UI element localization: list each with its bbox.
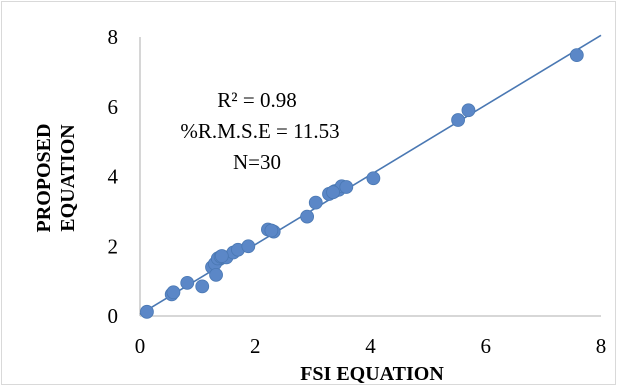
data-points	[140, 48, 584, 319]
data-point	[195, 279, 210, 294]
data-point	[140, 304, 154, 319]
annotation-r2: R² = 0.98	[217, 88, 296, 112]
data-point	[300, 209, 315, 224]
axes	[139, 37, 601, 317]
data-point	[569, 48, 584, 63]
y-axis-title-line-2: EQUATION	[57, 124, 79, 232]
x-tick-label: 6	[481, 334, 492, 358]
data-point	[461, 103, 476, 118]
x-tick-label: 4	[365, 334, 376, 358]
data-point	[214, 249, 229, 263]
annotation-block: R² = 0.98 %R.M.S.E = 11.53 N=30	[180, 88, 339, 174]
data-point	[366, 171, 381, 186]
annotation-rmse: %R.M.S.E = 11.53	[180, 119, 339, 143]
data-point	[308, 195, 323, 210]
data-point	[209, 267, 223, 282]
y-axis-title: PROPOSED EQUATION	[33, 124, 79, 233]
x-tick-label: 0	[135, 334, 146, 358]
y-tick-labels: 0 2 4 6 8	[108, 25, 119, 328]
data-point	[264, 223, 279, 238]
y-tick-label: 0	[108, 304, 119, 328]
x-axis-title: FSI EQUATION	[300, 363, 444, 385]
data-point	[451, 113, 465, 127]
data-point	[339, 180, 354, 194]
data-point	[326, 185, 340, 200]
x-tick-labels: 0 2 4 6 8	[135, 334, 607, 358]
y-tick-label: 2	[108, 234, 119, 258]
y-tick-label: 4	[108, 165, 119, 189]
data-point	[180, 275, 195, 290]
x-tick-label: 2	[250, 334, 261, 358]
annotation-n: N=30	[233, 150, 281, 174]
y-tick-label: 8	[108, 25, 119, 49]
data-point	[166, 285, 181, 300]
x-tick-label: 8	[596, 334, 607, 358]
data-point	[241, 239, 256, 254]
y-axis-title-line-1: PROPOSED	[33, 124, 55, 233]
y-tick-label: 6	[108, 95, 119, 119]
